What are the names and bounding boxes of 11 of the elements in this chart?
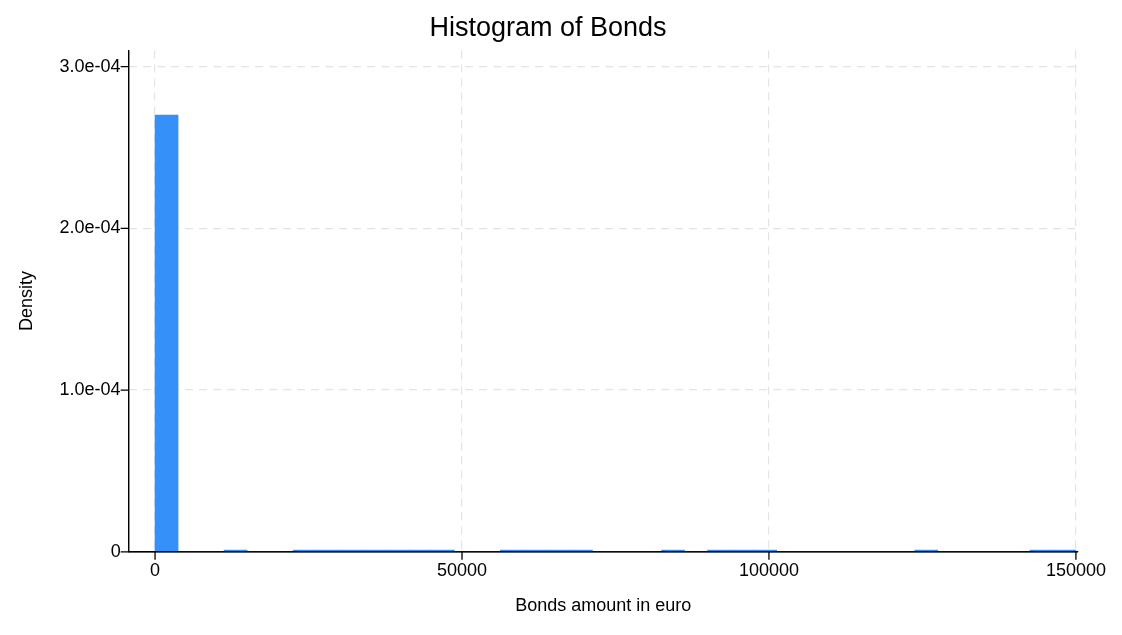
x-tick-label: 100000 bbox=[738, 559, 799, 580]
y-tick-label: 0 bbox=[110, 540, 121, 561]
x-axis-title: Bonds amount in euro bbox=[515, 595, 692, 616]
y-tick-label: 3.0e-04 bbox=[59, 55, 121, 76]
x-tick-label: 0 bbox=[150, 559, 161, 580]
y-tick-label: 1.0e-04 bbox=[59, 379, 121, 400]
x-tick-label: 150000 bbox=[1045, 559, 1106, 580]
x-tick-label: 50000 bbox=[436, 559, 488, 580]
chart-title: Histogram of Bonds bbox=[429, 11, 667, 42]
y-axis-title: Density bbox=[15, 271, 36, 332]
y-tick-label: 2.0e-04 bbox=[59, 217, 121, 238]
